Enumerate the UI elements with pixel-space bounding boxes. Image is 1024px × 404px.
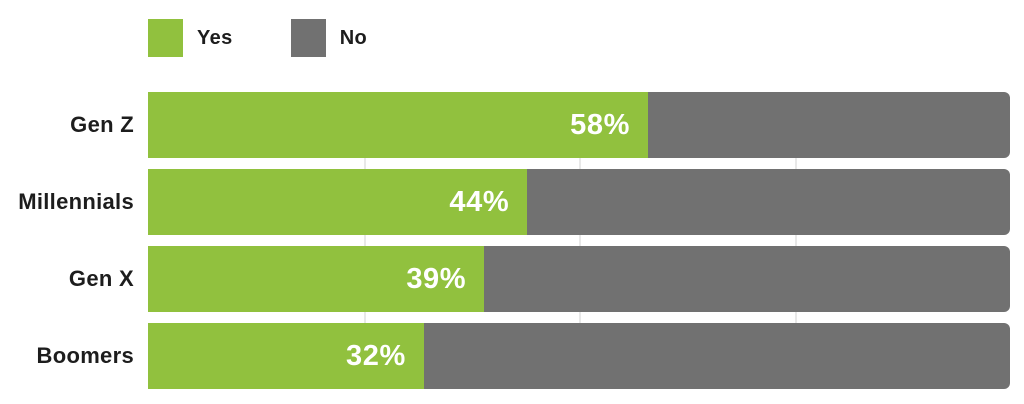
bar-segment-yes: 44%: [148, 169, 528, 235]
bar-segment-no: [527, 169, 1010, 235]
category-label-millennials: Millennials: [18, 189, 134, 214]
legend-item-no: No: [290, 19, 368, 57]
bar-value-label: 32%: [345, 339, 406, 372]
legend-label-yes: Yes: [197, 26, 233, 49]
bar-segment-no: [647, 92, 1010, 158]
bar-row-gen-z: 58%: [148, 92, 1010, 158]
bar-segment-yes: 39%: [148, 246, 485, 312]
legend-swatch-no: [290, 19, 326, 57]
category-label-gen-z: Gen Z: [70, 112, 134, 137]
bar-value-label: 39%: [406, 262, 467, 295]
gridline-75pct: [794, 92, 797, 389]
gridline-25pct: [363, 92, 366, 389]
bar-segment-no: [484, 246, 1010, 312]
legend-label-no: No: [339, 26, 368, 49]
legend-item-yes: Yes: [148, 19, 233, 57]
category-label-gen-x: Gen X: [68, 266, 134, 291]
bar-segment-yes: 58%: [148, 92, 648, 158]
bar-segment-yes: 32%: [148, 323, 424, 389]
bar-row-gen-x: 39%: [148, 246, 1010, 312]
bar-row-boomers: 32%: [148, 323, 1010, 389]
bar-value-label: 44%: [449, 185, 510, 218]
category-label-boomers: Boomers: [36, 343, 134, 368]
bar-segment-no: [423, 323, 1010, 389]
legend: Yes No: [148, 19, 367, 57]
plot-area: 58% 44% 39% 32%: [148, 92, 1010, 389]
gridline-50pct: [579, 92, 581, 389]
bar-value-label: 58%: [570, 108, 630, 141]
legend-swatch-yes: [148, 19, 183, 57]
bar-row-millennials: 44%: [148, 169, 1010, 235]
